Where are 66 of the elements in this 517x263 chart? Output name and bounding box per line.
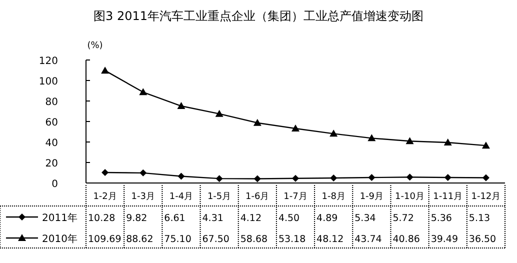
data-label: 58.68 (240, 234, 268, 245)
point (444, 138, 452, 146)
y-tick-label: 0 (52, 179, 58, 190)
point (482, 142, 490, 149)
data-label: 75.10 (164, 234, 192, 245)
point (139, 88, 148, 96)
point (253, 118, 262, 126)
x-tick-label: 1-5月 (207, 192, 232, 202)
data-label: 39.49 (430, 234, 458, 245)
x-tick-label: 1-9月 (360, 192, 384, 202)
point (292, 174, 299, 182)
data-label: 10.28 (88, 213, 116, 224)
point (140, 169, 147, 176)
legend-label: 2010年 (42, 233, 78, 245)
data-label: 48.12 (316, 234, 344, 245)
legend-label: 2011年 (42, 212, 78, 224)
point (102, 168, 109, 176)
x-tick-label: 1-8月 (322, 192, 346, 202)
y-tick-label: 120 (38, 56, 58, 67)
data-label: 5.36 (430, 213, 452, 224)
data-label: 5.13 (468, 213, 490, 224)
point (330, 130, 338, 137)
data-label: 4.89 (316, 213, 338, 224)
data-label: 4.31 (202, 213, 224, 224)
y-tick-label: 40 (45, 138, 58, 149)
x-tick-label: 1-2月 (93, 192, 117, 202)
y-tick-label: 60 (45, 118, 58, 128)
data-label: 43.74 (354, 234, 382, 245)
x-tick-label: 1-3月 (131, 192, 155, 202)
x-tick-label: 1-4月 (169, 192, 194, 202)
point (101, 66, 110, 74)
x-tick-label: 1-12月 (471, 192, 501, 202)
point (368, 174, 376, 182)
data-label: 5.34 (354, 213, 376, 224)
x-tick-label: 1-10月 (395, 192, 424, 202)
point (178, 172, 185, 180)
x-tick-label: 1-6月 (246, 192, 270, 202)
data-label: 53.18 (278, 234, 306, 245)
point (254, 175, 261, 182)
data-label: 88.62 (126, 234, 154, 245)
x-tick-label: 1-11月 (433, 192, 463, 202)
y-tick-label: 20 (45, 158, 58, 170)
chart-title: 图3 2011年汽车工业重点企业（集团）工业总产值增速变动图 (94, 9, 424, 23)
point (406, 137, 414, 144)
x-tick-label: 1-7月 (284, 192, 308, 202)
point (368, 134, 376, 142)
point (177, 102, 186, 110)
data-label: 5.72 (392, 213, 414, 224)
y-tick-label: 100 (38, 76, 58, 88)
point (406, 174, 414, 181)
data-label: 9.82 (126, 213, 148, 224)
y-axis-title: (%) (87, 41, 103, 51)
data-label: 67.50 (202, 234, 230, 245)
point (215, 110, 224, 117)
point (292, 124, 300, 132)
data-label: 4.12 (240, 213, 262, 224)
data-label: 4.50 (278, 213, 300, 224)
point (330, 174, 338, 182)
point (482, 174, 490, 182)
point (444, 174, 452, 182)
data-label: 36.50 (468, 234, 496, 245)
y-tick-label: 80 (45, 97, 58, 108)
data-label: 109.69 (88, 234, 122, 245)
data-label: 40.86 (392, 234, 420, 245)
data-label: 6.61 (164, 213, 186, 224)
point (216, 175, 223, 182)
